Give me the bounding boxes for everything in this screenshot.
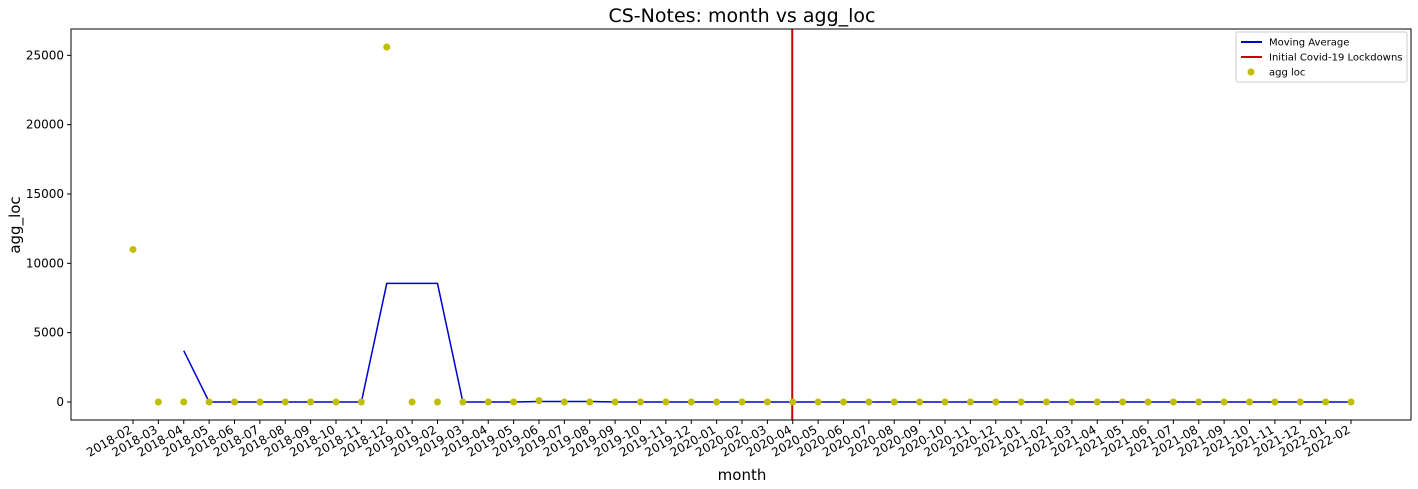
agg-loc-point bbox=[154, 398, 162, 406]
agg-loc-point bbox=[383, 43, 391, 51]
agg-loc-point bbox=[434, 398, 441, 406]
y-tick-label: 20000 bbox=[26, 118, 64, 132]
agg-loc-point bbox=[586, 398, 594, 406]
legend-swatch bbox=[1247, 68, 1255, 76]
agg-loc-point bbox=[307, 398, 315, 406]
agg-loc-point bbox=[1271, 398, 1279, 406]
agg-loc-point bbox=[789, 398, 797, 406]
agg-loc-point bbox=[1169, 398, 1177, 406]
legend-label: Moving Average bbox=[1269, 38, 1349, 49]
x-axis-title: month bbox=[718, 466, 767, 484]
y-tick-label: 10000 bbox=[26, 256, 64, 270]
agg-loc-point bbox=[1195, 398, 1203, 406]
agg-loc-point bbox=[637, 398, 644, 406]
agg-loc-point bbox=[1220, 398, 1228, 406]
legend-label: Initial Covid-19 Lockdowns bbox=[1269, 53, 1403, 64]
legend-box bbox=[1235, 31, 1408, 83]
plot-frame bbox=[70, 28, 1412, 421]
agg-loc-point bbox=[535, 397, 543, 405]
agg-loc-point bbox=[814, 398, 822, 406]
y-tick-label: 25000 bbox=[26, 48, 64, 62]
agg-loc-point bbox=[1119, 398, 1127, 406]
y-axis-title: agg_loc bbox=[6, 196, 25, 253]
agg-loc-point bbox=[1347, 398, 1355, 406]
legend-label: agg loc bbox=[1269, 68, 1305, 79]
agg-loc-point bbox=[840, 398, 847, 406]
agg-loc-point bbox=[408, 398, 416, 406]
agg-loc-point bbox=[865, 398, 873, 406]
agg-loc-point bbox=[1246, 398, 1253, 406]
agg-loc-point bbox=[357, 398, 365, 406]
agg-loc-point bbox=[763, 398, 771, 406]
agg-loc-point bbox=[332, 398, 340, 406]
agg-loc-point bbox=[1068, 398, 1076, 406]
agg-loc-point bbox=[611, 398, 619, 406]
agg-loc-point bbox=[1322, 398, 1330, 406]
agg-loc-point bbox=[713, 398, 721, 406]
agg-loc-point bbox=[1296, 398, 1304, 406]
agg-loc-point bbox=[510, 398, 518, 406]
agg-loc-point bbox=[1093, 398, 1101, 406]
y-tick-label: 0 bbox=[56, 395, 64, 409]
y-tick-label: 5000 bbox=[33, 326, 64, 340]
legend: Moving Average Initial Covid-19 Lockdowns… bbox=[1235, 31, 1408, 83]
agg-loc-point bbox=[231, 398, 238, 406]
agg-loc-point bbox=[916, 398, 924, 406]
agg-loc-series bbox=[129, 43, 1355, 406]
agg-loc-point bbox=[129, 245, 137, 253]
agg-loc-point bbox=[1144, 398, 1152, 406]
agg-loc-point bbox=[256, 398, 264, 406]
agg-loc-point bbox=[662, 398, 670, 406]
agg-loc-point bbox=[1017, 398, 1025, 406]
agg-loc-point bbox=[484, 398, 492, 406]
agg-loc-point bbox=[687, 398, 695, 406]
agg-loc-point bbox=[1043, 398, 1050, 406]
agg-loc-point bbox=[966, 398, 974, 406]
agg-loc-point bbox=[281, 398, 289, 406]
agg-loc-point bbox=[992, 398, 1000, 406]
agg-loc-point bbox=[738, 398, 746, 406]
agg-loc-point bbox=[459, 398, 467, 406]
agg-loc-point bbox=[180, 398, 188, 406]
y-tick-label: 15000 bbox=[26, 187, 64, 201]
chart-title: CS-Notes: month vs agg_loc bbox=[608, 5, 875, 27]
agg-loc-point bbox=[205, 398, 213, 406]
agg-loc-point bbox=[890, 398, 898, 406]
agg-loc-point bbox=[560, 398, 568, 406]
agg-loc-point bbox=[941, 398, 949, 406]
